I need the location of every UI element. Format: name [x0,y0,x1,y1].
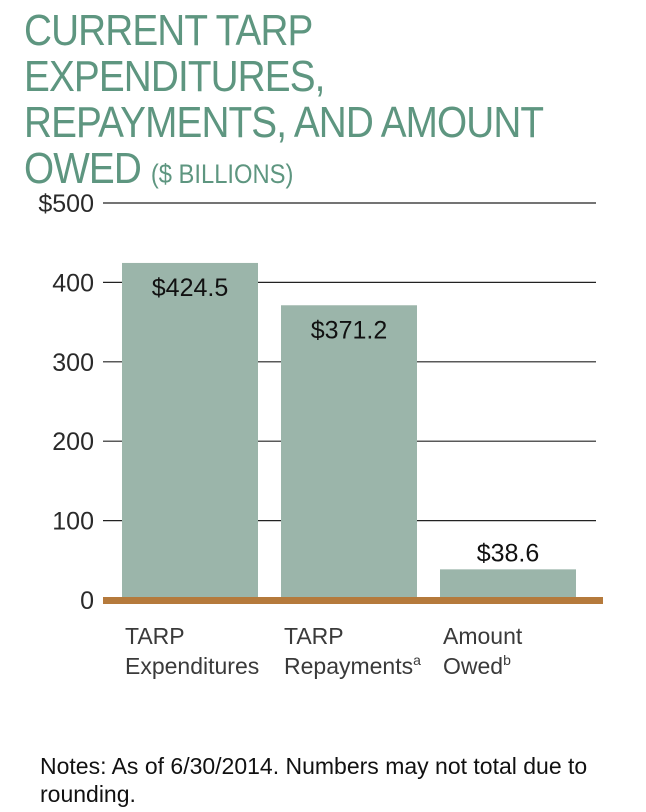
bar [440,569,576,600]
chart-title-main: CURRENT TARP EXPENDITURES, REPAYMENTS, A… [24,6,543,193]
chart-title-unit: ($ BILLIONS) [150,159,294,189]
value-labels: $424.5 $371.2 $38.6 [152,274,540,567]
y-tick-label: 200 [52,428,94,456]
y-axis-tick-labels: 0 100 200 300 400 $500 [38,190,94,615]
bars [122,262,576,600]
category-labels: TARP Expenditures TARP Repaymentsa Amount Owe… [125,623,523,679]
y-tick-label: $500 [38,190,94,218]
bar-value-label: $371.2 [311,316,387,344]
chart-notes: Notes: As of 6/30/2014. Numbers may not … [40,753,588,807]
y-tick-label: 0 [80,587,94,615]
chart-title: CURRENT TARP EXPENDITURES, REPAYMENTS, A… [24,8,561,197]
y-tick-label: 400 [52,269,94,297]
y-tick-label: 300 [52,349,94,377]
bar-value-label: $38.6 [477,539,540,567]
bar-value-label: $424.5 [152,274,228,302]
x-category-label: TARP Repaymentsa [284,623,421,679]
x-category-label: TARP Expenditures [125,623,259,679]
bar [281,305,417,600]
bar-chart: 0 100 200 300 400 $500 $424.5 $371.2 $38.6 TARP… [38,190,603,679]
bar [122,262,258,600]
x-category-label: Amount Owedb [443,623,523,679]
y-tick-label: 100 [52,508,94,536]
x-axis-baseline [103,597,603,604]
